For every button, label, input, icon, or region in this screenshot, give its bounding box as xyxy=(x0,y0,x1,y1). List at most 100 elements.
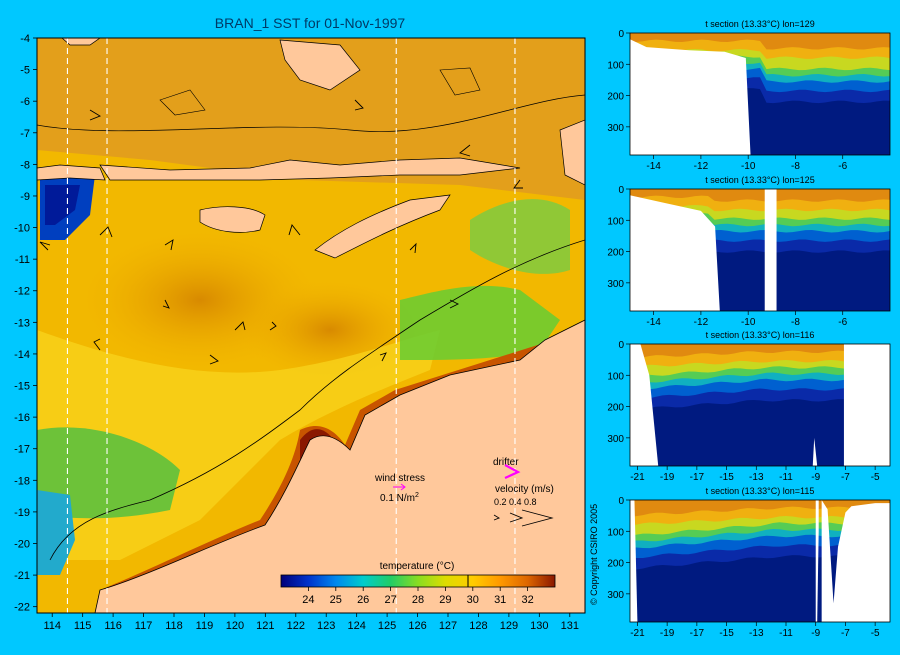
lat-tick-label: -18 xyxy=(14,475,30,487)
small-island-outline xyxy=(439,67,481,96)
velocity-arrow xyxy=(379,352,387,362)
lon-axis: 114 115 116 117 118 119 120 121 122 123 124 125 126 1… xyxy=(43,613,579,632)
section-field xyxy=(630,189,890,311)
colorbar-tick-label: 32 xyxy=(521,594,533,606)
section-panel-3: t section (13.33°C) lon=116 -21 -19 -17 -15 -… xyxy=(607,330,891,483)
section-y-tick-label: 300 xyxy=(607,279,624,290)
section-y-tick-label: 100 xyxy=(607,371,624,382)
section-x-tick-label: -5 xyxy=(871,628,880,639)
lat-tick-label: -12 xyxy=(14,286,30,298)
section-seabed xyxy=(630,195,720,311)
section-x-tick-label: -12 xyxy=(694,161,709,172)
velocity-arrow xyxy=(449,299,460,309)
section-x-tick-label: -13 xyxy=(749,628,764,639)
section-x-tick-label: -9 xyxy=(811,472,820,483)
lon-tick-label: 125 xyxy=(378,620,396,632)
section-frame xyxy=(629,499,891,623)
section-x-tick-label: -5 xyxy=(871,472,880,483)
map-title: BRAN_1 SST for 01-Nov-1997 xyxy=(215,15,406,31)
lon-tick-label: 126 xyxy=(408,620,426,632)
java-island xyxy=(37,164,106,181)
velocity-arrow xyxy=(354,99,364,111)
section-x-tick-label: -17 xyxy=(690,472,705,483)
colorbar-gradient xyxy=(280,574,556,588)
section-y-tick-label: 200 xyxy=(607,403,624,414)
lon-tick-label: 114 xyxy=(43,620,61,632)
lon-tick-label: 117 xyxy=(135,620,153,632)
section-x-tick-label: -11 xyxy=(779,628,793,639)
colorbar-tick-label: 30 xyxy=(467,594,479,606)
section-frame xyxy=(629,32,891,156)
section-x-tick-label: -15 xyxy=(719,628,734,639)
cold-core-java xyxy=(45,185,80,225)
lat-tick-label: -6 xyxy=(20,96,30,108)
section-x-tick-label: -14 xyxy=(646,161,661,172)
velocity-arrow xyxy=(99,226,113,238)
colorbar-ticks: 24 25 26 27 28 29 30 31 32 xyxy=(302,587,534,606)
lat-tick-label: -21 xyxy=(14,570,30,582)
lat-tick-label: -16 xyxy=(14,412,30,424)
section-y-tick-label: 300 xyxy=(607,434,624,445)
small-island-outline-2 xyxy=(159,89,206,116)
section-y-tick-label: 300 xyxy=(607,123,624,134)
lon-tick-label: 121 xyxy=(256,620,274,632)
section-x-tick-label: -21 xyxy=(630,472,645,483)
section-x-tick-label: -19 xyxy=(660,472,675,483)
lon-tick-label: 118 xyxy=(165,620,183,632)
velocity-ticks: 0.2 0.4 0.8 xyxy=(494,497,537,507)
lat-tick-label: -11 xyxy=(15,254,30,266)
section-title: t section (13.33°C) lon=129 xyxy=(705,19,814,29)
colorbar-tick-label: 27 xyxy=(384,594,396,606)
section-layer xyxy=(630,399,890,466)
section-x-tick-label: -8 xyxy=(791,161,800,172)
map-frame xyxy=(36,37,586,614)
section-y-tick-label: 200 xyxy=(607,248,624,259)
colorbar-label: temperature (°C) xyxy=(380,561,455,572)
colorbar-tick-label: 28 xyxy=(412,594,424,606)
section-seabed xyxy=(812,437,818,466)
section-y-tick-label: 0 xyxy=(618,185,624,196)
drifter-label: drifter xyxy=(493,457,519,468)
lon-tick-label: 127 xyxy=(439,620,457,632)
velocity-arrow xyxy=(93,338,101,351)
colorbar-tick-label: 26 xyxy=(357,594,369,606)
lon-tick-label: 120 xyxy=(226,620,244,632)
section-panel-1: t section (13.33°C) lon=129 -14 -12 -10 -8 -6… xyxy=(607,19,891,172)
section-x-tick-label: -11 xyxy=(779,472,793,483)
section-y-tick-label: 200 xyxy=(607,559,624,570)
lesser-sunda-islands xyxy=(99,157,521,181)
sst-map xyxy=(37,38,585,613)
section-frame xyxy=(629,188,891,312)
wind-stress-value: 0.1 N/m2 xyxy=(380,492,419,504)
green-upwelling-west xyxy=(37,427,180,519)
section-x-tick-label: -7 xyxy=(841,472,850,483)
velocity-arrow xyxy=(39,241,51,251)
lon-tick-label: 130 xyxy=(530,620,548,632)
section-x-tick-label: -12 xyxy=(694,317,709,328)
section-x-tick-label: -10 xyxy=(741,161,756,172)
velocity-arrow xyxy=(234,321,246,331)
lat-tick-label: -4 xyxy=(20,33,30,45)
section-x-tick-label: -19 xyxy=(660,628,675,639)
section-x-tick-label: -21 xyxy=(630,628,645,639)
tanimbar-land xyxy=(559,119,585,186)
section-title: t section (13.33°C) lon=125 xyxy=(705,175,814,185)
section-seabed xyxy=(815,500,819,622)
velocity-arrow xyxy=(459,144,471,157)
lat-tick-label: -15 xyxy=(14,381,30,393)
lon-tick-label: 123 xyxy=(317,620,335,632)
colorbar-tick-label: 24 xyxy=(302,594,314,606)
wind-stress-label: wind stress xyxy=(374,473,425,484)
velocity-arrow xyxy=(89,109,102,121)
sumba-island xyxy=(199,206,266,233)
section-x-tick-label: -17 xyxy=(690,628,705,639)
section-panel-2: t section (13.33°C) lon=125 -14 -12 -10 -8 -6… xyxy=(607,175,891,328)
section-y-tick-label: 0 xyxy=(618,496,624,507)
velocity-arrow xyxy=(209,354,219,365)
section-y-tick-label: 200 xyxy=(607,92,624,103)
section-x-tick-label: -13 xyxy=(749,472,764,483)
velocity-arrow xyxy=(162,299,170,309)
colorbar: temperature (°C) 24 25 26 27 28 29 30 31 32 xyxy=(280,561,556,606)
section-seabed xyxy=(821,500,890,622)
lon-tick-label: 122 xyxy=(287,620,305,632)
